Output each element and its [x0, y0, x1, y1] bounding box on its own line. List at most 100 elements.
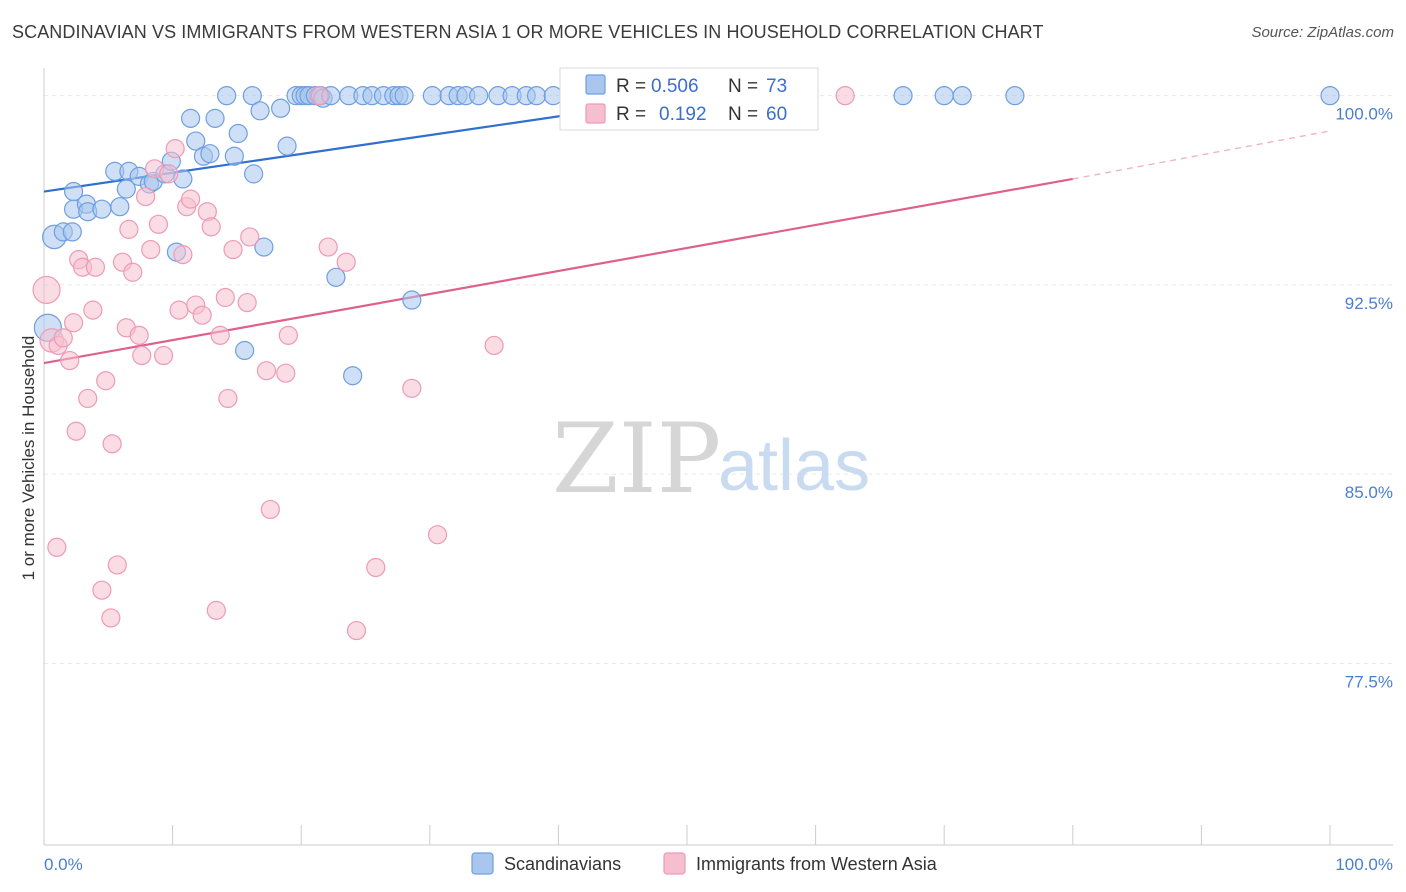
point-scandinavians [181, 108, 201, 128]
point-western-asia [201, 217, 221, 237]
point-scandinavians [250, 101, 270, 121]
point-western-asia [318, 237, 338, 257]
point-scandinavians [1320, 86, 1340, 106]
legend-label-western-asia: Immigrants from Western Asia [696, 854, 938, 874]
source-attribution: Source: ZipAtlas.com [1251, 24, 1394, 41]
point-scandinavians [235, 340, 255, 361]
point-scandinavians [422, 86, 442, 106]
point-scandinavians [893, 86, 913, 106]
point-western-asia [85, 257, 106, 277]
point-western-asia [346, 620, 367, 641]
point-scandinavians [326, 267, 346, 287]
point-western-asia [60, 350, 80, 371]
watermark-atlas: atlas [718, 426, 870, 506]
point-scandinavians [92, 199, 112, 219]
point-western-asia [223, 239, 243, 260]
point-western-asia [237, 292, 257, 313]
legend: Scandinavians Immigrants from Western As… [471, 852, 938, 875]
point-scandinavians [217, 86, 237, 106]
point-scandinavians [186, 131, 206, 151]
point-western-asia [484, 335, 504, 356]
point-western-asia [132, 345, 152, 366]
point-western-asia [78, 388, 98, 409]
point-scandinavians [205, 108, 225, 128]
point-western-asia [181, 189, 201, 209]
point-western-asia [92, 580, 112, 600]
point-western-asia [835, 86, 855, 106]
x-tick-labels: 0.0% 100.0% [44, 855, 1393, 874]
point-scandinavians [271, 98, 291, 118]
y-tick-label: 100.0% [1335, 105, 1393, 124]
point-western-asia [309, 86, 329, 106]
stats-swatch-pink [585, 103, 606, 124]
point-western-asia [119, 219, 139, 239]
point-western-asia [66, 421, 86, 441]
point-scandinavians [526, 86, 547, 106]
stats-n-value-2: 60 [766, 104, 787, 125]
point-scandinavians [952, 86, 972, 106]
point-western-asia [336, 252, 356, 272]
point-western-asia [123, 262, 143, 282]
point-scandinavians [254, 237, 274, 257]
chart-title: SCANDINAVIAN VS IMMIGRANTS FROM WESTERN … [12, 22, 1044, 42]
point-western-asia [107, 555, 127, 575]
watermark-zip: ZIP [552, 403, 721, 515]
data-points [32, 86, 1340, 641]
point-western-asia [129, 325, 149, 345]
point-scandinavians [228, 123, 248, 144]
point-western-asia [276, 363, 296, 383]
stats-legend: R = 0.506 N = 73 R = 0.192 N = 60 [559, 67, 819, 131]
point-western-asia [366, 557, 386, 578]
legend-swatch-western-asia [663, 852, 686, 875]
y-axis-label: 1 or more Vehicles in Household [19, 336, 38, 581]
point-scandinavians [200, 144, 220, 164]
point-western-asia [215, 287, 235, 308]
point-western-asia [173, 245, 193, 265]
point-western-asia [165, 139, 185, 159]
legend-label-scandinavians: Scandinavians [504, 854, 621, 874]
stats-r-label-1: R = [616, 76, 646, 97]
point-western-asia [148, 214, 169, 234]
point-scandinavians [224, 146, 244, 166]
point-western-asia [63, 313, 84, 333]
point-western-asia [427, 525, 448, 545]
point-scandinavians [343, 366, 363, 386]
y-tick-labels: 77.5% 85.0% 92.5% 100.0% [1335, 105, 1393, 692]
stats-n-label-1: N = [728, 76, 758, 97]
point-western-asia [192, 305, 212, 325]
trend-line [43, 177, 1073, 365]
point-western-asia [240, 227, 260, 247]
point-scandinavians [62, 222, 82, 242]
point-western-asia [210, 325, 230, 345]
stats-r-value-1: 0.506 [651, 76, 699, 97]
stats-n-value-1: 73 [766, 76, 787, 97]
x-tick-label-max: 100.0% [1335, 855, 1393, 874]
watermark: ZIP atlas [552, 403, 870, 515]
point-western-asia [218, 388, 238, 409]
point-western-asia [256, 361, 277, 381]
point-western-asia [402, 378, 422, 398]
point-western-asia [278, 325, 298, 345]
point-western-asia [141, 239, 161, 260]
trend-line-extension [1072, 130, 1331, 180]
stats-n-label-2: N = [728, 104, 758, 125]
point-western-asia [53, 328, 73, 348]
stats-r-value-2: 0.192 [659, 104, 707, 125]
point-western-asia [101, 608, 121, 628]
point-scandinavians [402, 290, 422, 310]
point-western-asia [206, 600, 226, 620]
point-scandinavians [394, 86, 414, 106]
stats-swatch-blue [585, 74, 606, 95]
y-tick-label: 85.0% [1345, 483, 1393, 502]
point-western-asia [169, 300, 189, 320]
y-tick-label: 77.5% [1345, 672, 1393, 691]
point-scandinavians [277, 136, 297, 156]
point-western-asia [96, 371, 116, 391]
point-western-asia [32, 275, 61, 305]
legend-swatch-scandinavians [471, 852, 494, 875]
grid-lines [44, 95, 1393, 664]
y-tick-label: 92.5% [1345, 294, 1393, 313]
point-western-asia [135, 186, 156, 207]
stats-r-label-2: R = [616, 104, 646, 125]
